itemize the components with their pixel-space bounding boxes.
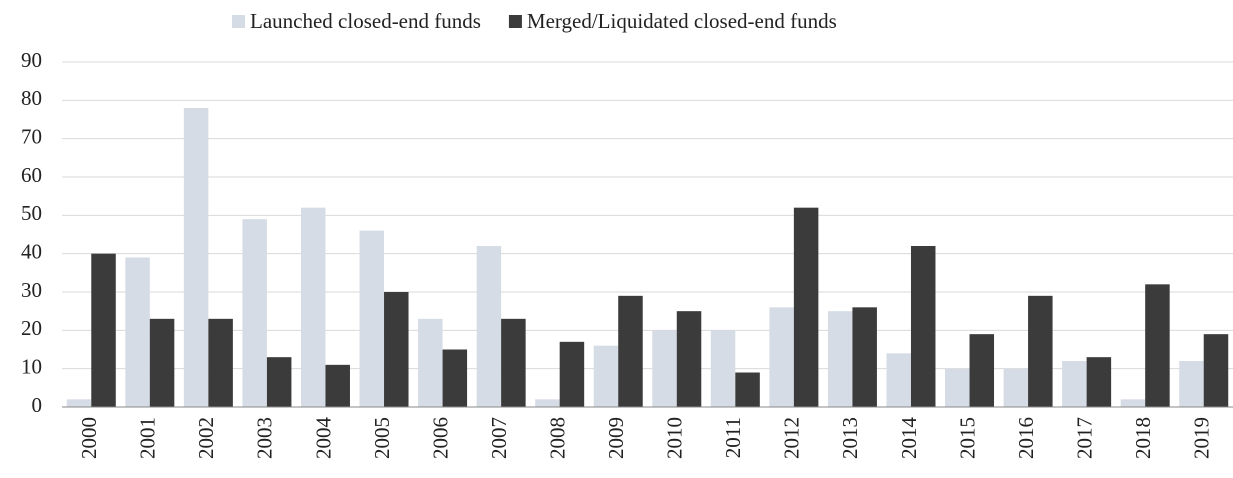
- bar: [442, 349, 468, 407]
- x-tick-label: 2017: [1072, 417, 1096, 459]
- bar: [1028, 295, 1053, 407]
- x-tick-label: 2013: [838, 417, 862, 459]
- bar: [476, 246, 502, 407]
- bar: [359, 230, 385, 407]
- y-tick-label: 50: [21, 201, 42, 225]
- bar: [149, 318, 175, 407]
- y-tick-label: 20: [21, 316, 42, 340]
- bar: [242, 219, 267, 407]
- x-tick-label: 2011: [721, 417, 745, 458]
- bar: [1145, 284, 1170, 407]
- bar: [652, 330, 677, 407]
- bar: [710, 330, 736, 407]
- x-tick-label: 2008: [545, 417, 569, 459]
- x-tick-label: 2007: [487, 417, 511, 459]
- legend-label: Launched closed-end funds: [250, 9, 481, 33]
- bar: [559, 341, 585, 407]
- bar: [91, 253, 116, 407]
- x-tick-label: 2002: [194, 417, 218, 459]
- bar: [618, 295, 643, 407]
- y-tick-label: 30: [21, 278, 42, 302]
- x-tick-label: 2006: [428, 417, 452, 459]
- bar: [418, 318, 443, 407]
- bar: [1203, 334, 1229, 407]
- x-tick-label: 2012: [780, 417, 804, 459]
- bar: [886, 353, 911, 407]
- x-tick-label: 2015: [955, 417, 979, 459]
- x-tick-label: 2018: [1131, 417, 1155, 459]
- bar: [735, 372, 760, 407]
- y-tick-label: 10: [21, 354, 42, 378]
- bar: [769, 307, 794, 407]
- bar: [852, 307, 877, 407]
- bar: [1003, 368, 1029, 407]
- bar: [325, 364, 350, 407]
- x-tick-label: 2014: [897, 417, 921, 460]
- x-tick-label: 2019: [1190, 417, 1214, 459]
- bar: [266, 357, 292, 407]
- bar: [1120, 399, 1146, 407]
- bar: [593, 345, 619, 407]
- bar: [945, 368, 970, 407]
- bar: [827, 311, 853, 407]
- y-tick-label: 90: [21, 48, 42, 72]
- legend-swatch: [232, 15, 245, 28]
- bar: [384, 292, 409, 407]
- x-tick-label: 2003: [253, 417, 277, 459]
- bar: [1086, 357, 1112, 407]
- bar: [535, 399, 560, 407]
- x-tick-label: 2016: [1014, 417, 1038, 459]
- bar: [969, 334, 995, 407]
- x-tick-label: 2009: [604, 417, 628, 459]
- legend-label: Merged/Liquidated closed-end funds: [527, 9, 837, 33]
- bar: [208, 318, 233, 407]
- y-tick-label: 70: [21, 124, 42, 148]
- x-tick-label: 2001: [136, 417, 160, 459]
- bar: [793, 207, 819, 407]
- y-tick-label: 60: [21, 163, 42, 187]
- y-tick-label: 0: [32, 393, 43, 417]
- bar: [501, 318, 526, 407]
- x-tick-label: 2004: [311, 417, 335, 460]
- bar: [66, 399, 92, 407]
- y-tick-label: 80: [21, 86, 42, 110]
- bar: [125, 257, 150, 407]
- bar: [1062, 361, 1087, 407]
- bar: [910, 246, 936, 407]
- bar: [1179, 361, 1204, 407]
- bar: [183, 108, 209, 407]
- legend-swatch: [508, 15, 522, 28]
- y-tick-label: 40: [21, 239, 42, 263]
- x-tick-label: 2010: [663, 417, 687, 459]
- x-tick-label: 2005: [370, 417, 394, 459]
- bar: [676, 311, 702, 407]
- x-tick-label: 2000: [77, 417, 101, 459]
- bar: [300, 207, 326, 407]
